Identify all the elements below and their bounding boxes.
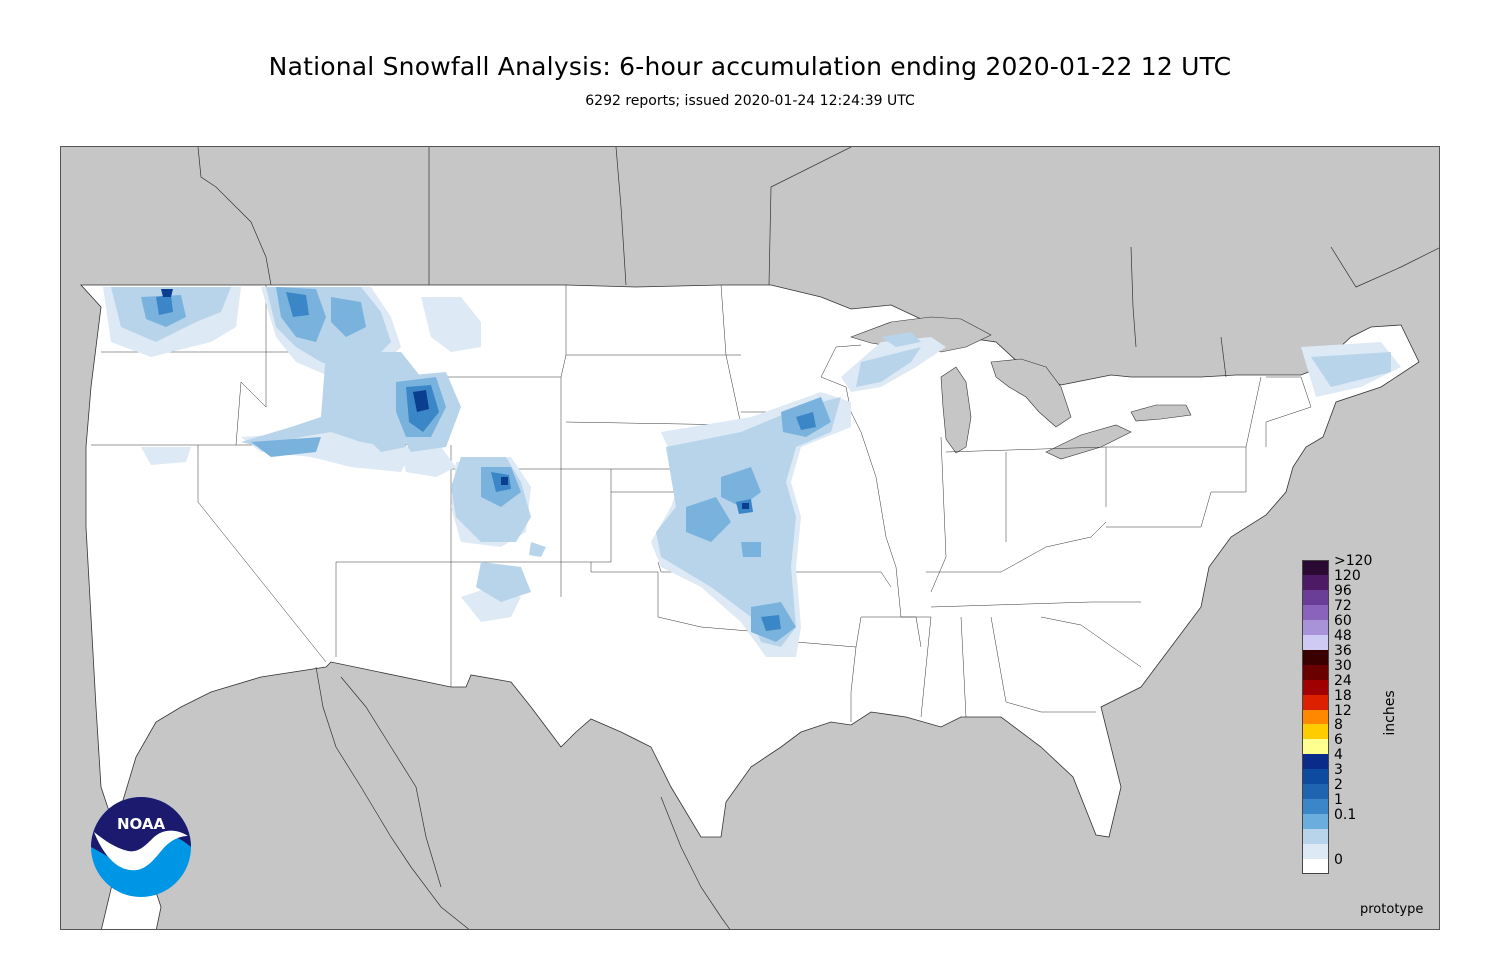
legend-swatch — [1302, 844, 1329, 860]
mexico-borders — [315, 666, 731, 929]
legend-label: 48 — [1334, 627, 1352, 644]
legend-swatch — [1302, 634, 1329, 651]
legend-swatch — [1302, 724, 1329, 740]
snow-deepest — [161, 289, 749, 509]
legend-label: 4 — [1334, 747, 1343, 764]
legend-swatch — [1302, 604, 1329, 621]
prototype-note: prototype — [1360, 902, 1424, 917]
legend-swatch — [1302, 649, 1329, 666]
legend-label: 72 — [1334, 597, 1352, 614]
lake-huron — [990, 358, 1072, 428]
legend-swatch — [1302, 829, 1329, 845]
legend-label: 18 — [1334, 687, 1352, 704]
snow-heavy — [156, 292, 816, 631]
legend-swatch — [1302, 769, 1329, 785]
map-title: National Snowfall Analysis: 6-hour accum… — [268, 52, 1232, 81]
legend-swatch — [1302, 574, 1329, 591]
legend-swatch — [1302, 799, 1329, 815]
legend-units: inches — [1382, 690, 1398, 736]
lake-erie — [1045, 424, 1132, 460]
legend-swatch — [1302, 619, 1329, 636]
legend-swatch — [1302, 664, 1329, 681]
legend-label: 36 — [1334, 642, 1352, 659]
legend-swatch — [1302, 694, 1329, 710]
map-canvas — [80, 147, 1439, 929]
legend-label: 0 — [1334, 852, 1343, 869]
legend-label: 120 — [1334, 567, 1361, 584]
legend-label: 8 — [1334, 717, 1343, 734]
lake-michigan — [940, 366, 972, 454]
snowfall-map[interactable] — [60, 146, 1440, 930]
legend-label: 0.1 — [1334, 807, 1357, 824]
legend-label: 6 — [1334, 732, 1343, 749]
canada-borders — [197, 147, 1439, 378]
legend-swatch — [1302, 589, 1329, 606]
legend-label: 12 — [1334, 702, 1352, 719]
legend-swatch — [1302, 709, 1329, 725]
legend-label: 1 — [1334, 792, 1343, 809]
legend-swatch — [1302, 739, 1329, 755]
noaa-logo-text: NOAA — [117, 815, 166, 833]
legend-swatch — [1302, 814, 1329, 830]
legend-swatch — [1302, 859, 1329, 875]
legend-swatch — [1302, 754, 1329, 770]
legend-label: 60 — [1334, 612, 1352, 629]
legend-swatch — [1302, 784, 1329, 800]
legend-label: 96 — [1334, 582, 1352, 599]
legend-label: 30 — [1334, 657, 1352, 674]
map-subtitle: 6292 reports; issued 2020-01-24 12:24:39… — [585, 93, 915, 109]
legend-label: 2 — [1334, 777, 1343, 794]
legend-swatch — [1302, 560, 1329, 576]
lake-ontario — [1130, 404, 1192, 422]
legend-label: 3 — [1334, 762, 1343, 779]
legend-label: >120 — [1334, 553, 1373, 569]
legend-label: 24 — [1334, 672, 1352, 689]
noaa-logo: NOAA — [91, 797, 191, 897]
legend-swatch — [1302, 679, 1329, 696]
